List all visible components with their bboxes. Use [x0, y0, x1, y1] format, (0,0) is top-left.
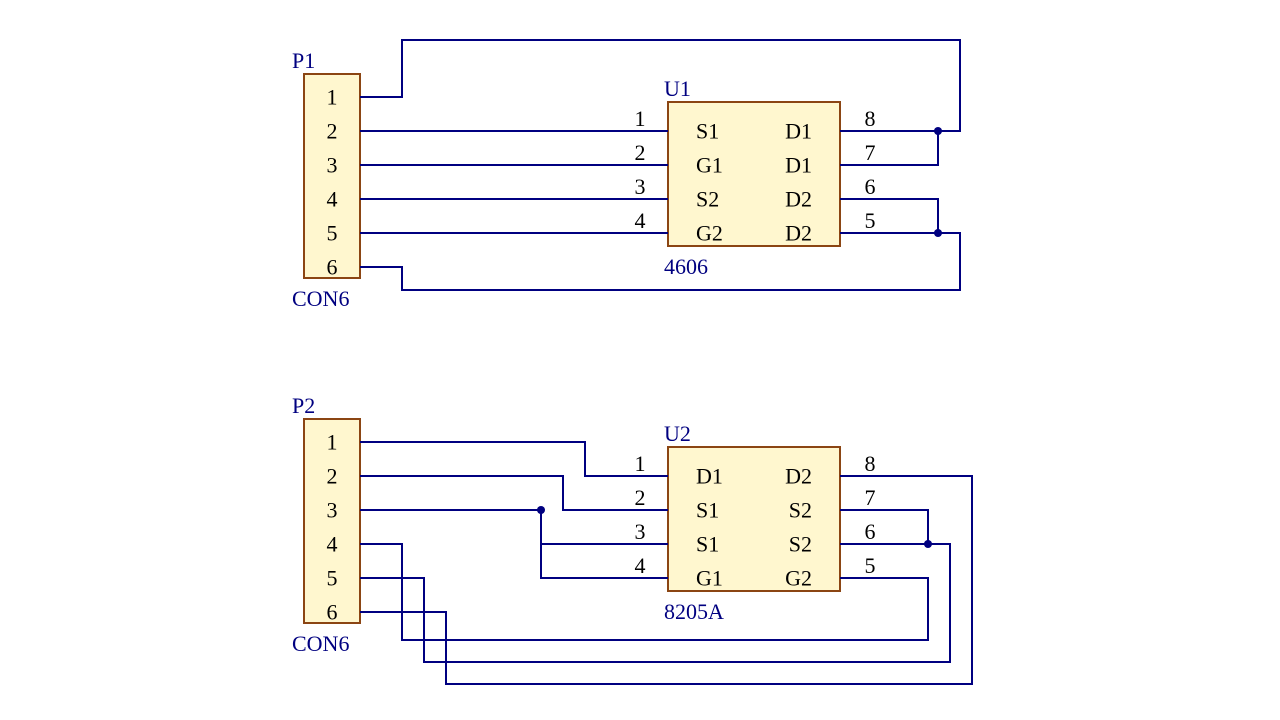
P1-pin-5-number: 5	[327, 221, 338, 246]
wire-b2-0	[380, 442, 618, 476]
U1-designator: U1	[664, 76, 691, 101]
U2-pin-3-number: 3	[635, 519, 646, 544]
U2-pin-5-label: G2	[785, 566, 812, 591]
U2-designator: U2	[664, 421, 691, 446]
U2-pin-5-number: 5	[865, 553, 876, 578]
junction-b1-0	[934, 127, 942, 135]
U1-pin-2-number: 2	[635, 140, 646, 165]
U2-pin-8-label: D2	[785, 464, 812, 489]
U1-pin-5-number: 5	[865, 208, 876, 233]
U2-pin-1-label: D1	[696, 464, 723, 489]
wire-b2-1	[380, 476, 618, 510]
P1-pin-4-number: 4	[327, 187, 338, 212]
P2-value: CON6	[292, 631, 349, 656]
U1-pin-6-number: 6	[865, 174, 876, 199]
U2-pin-8-number: 8	[865, 451, 876, 476]
P1-pin-1-number: 1	[327, 85, 338, 110]
U2-pin-7-number: 7	[865, 485, 876, 510]
U2-value: 8205A	[664, 599, 724, 624]
U2-pin-7-label: S2	[789, 498, 812, 523]
wire-b2-2	[380, 510, 618, 544]
P1-designator: P1	[292, 48, 315, 73]
P2-pin-3-number: 3	[327, 498, 338, 523]
P1-pin-3-number: 3	[327, 153, 338, 178]
U2-pin-6-label: S2	[789, 532, 812, 557]
U2-pin-2-label: S1	[696, 498, 719, 523]
U2-body	[668, 447, 840, 591]
wire-b2-7	[890, 510, 928, 544]
U1-pin-3-label: S2	[696, 187, 719, 212]
U1-pin-1-label: S1	[696, 119, 719, 144]
U2-pin-4-number: 4	[635, 553, 646, 578]
U2-pin-6-number: 6	[865, 519, 876, 544]
U2-pin-2-number: 2	[635, 485, 646, 510]
U1-body	[668, 102, 840, 246]
wire-b1-5	[890, 131, 938, 165]
U1-value: 4606	[664, 254, 708, 279]
U1-pin-1-number: 1	[635, 106, 646, 131]
wire-b2-4	[380, 544, 928, 640]
U1-pin-2-label: G1	[696, 153, 723, 178]
P2-pin-1-number: 1	[327, 430, 338, 455]
U2-pin-3-label: S1	[696, 532, 719, 557]
junction-b2-0	[537, 506, 545, 514]
U1-pin-4-label: G2	[696, 221, 723, 246]
P2-pin-4-number: 4	[327, 532, 338, 557]
P2-pin-2-number: 2	[327, 464, 338, 489]
P2-pin-6-number: 6	[327, 600, 338, 625]
U1-pin-3-number: 3	[635, 174, 646, 199]
P2-pin-5-number: 5	[327, 566, 338, 591]
P1-pin-6-number: 6	[327, 255, 338, 280]
P1-value: CON6	[292, 286, 349, 311]
P1-pin-2-number: 2	[327, 119, 338, 144]
U1-pin-6-label: D2	[785, 187, 812, 212]
U1-pin-8-number: 8	[865, 106, 876, 131]
U2-pin-4-label: G1	[696, 566, 723, 591]
U2-pin-1-number: 1	[635, 451, 646, 476]
U1-pin-8-label: D1	[785, 119, 812, 144]
P2-designator: P2	[292, 393, 315, 418]
U1-pin-5-label: D2	[785, 221, 812, 246]
junction-b2-1	[924, 540, 932, 548]
wire-b1-7	[890, 199, 938, 233]
U1-pin-4-number: 4	[635, 208, 646, 233]
U1-pin-7-number: 7	[865, 140, 876, 165]
junction-b1-1	[934, 229, 942, 237]
U1-pin-7-label: D1	[785, 153, 812, 178]
schematic-canvas: 1 2 3 4 5 6 P1 CON6 1 2 3 4 5 6 P2 CON6 1 S1 2 G1 3 S2 4 G2 8 D1 7…	[0, 0, 1280, 720]
